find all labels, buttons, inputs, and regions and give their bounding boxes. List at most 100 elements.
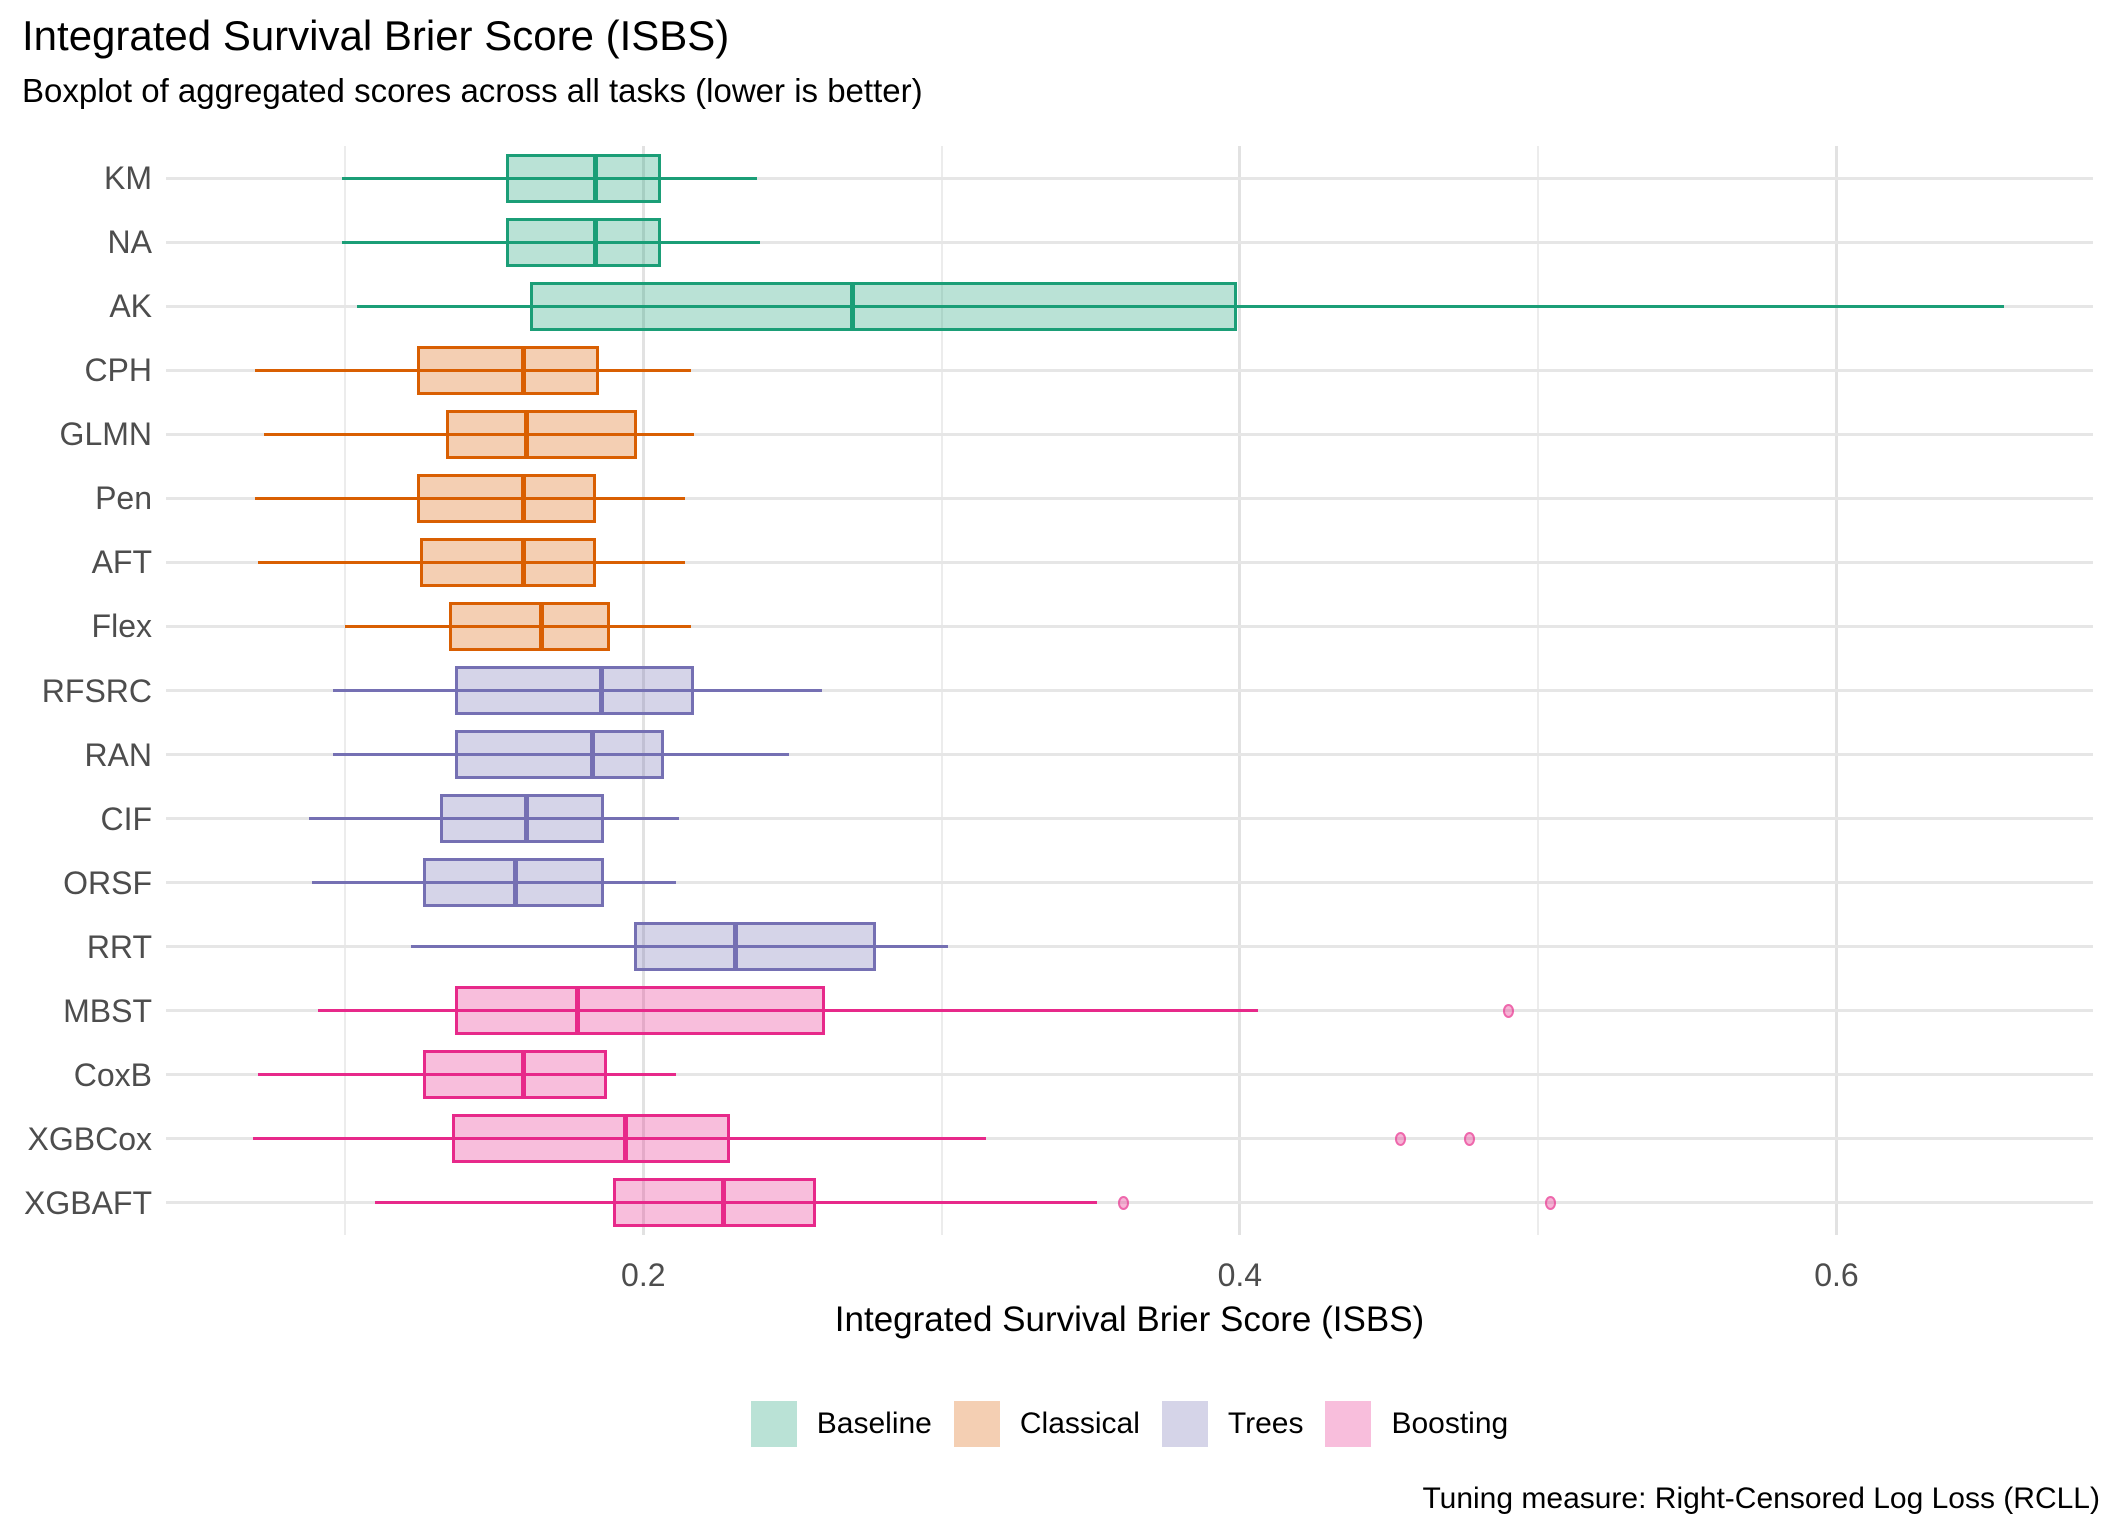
boxplot-box: [452, 1114, 730, 1164]
legend-swatch: [1161, 1401, 1208, 1447]
plot-title: Integrated Survival Brier Score (ISBS): [22, 12, 730, 59]
row-gridline: [166, 1201, 2093, 1205]
boxplot-whisker: [264, 432, 694, 436]
boxplot-box: [506, 217, 662, 267]
row-gridline: [166, 368, 2093, 372]
y-axis-label: RFSRC: [41, 672, 152, 709]
boxplot-box: [446, 409, 638, 459]
boxplot-whisker: [258, 560, 686, 564]
y-axis-label: RRT: [86, 928, 152, 965]
boxplot-whisker: [374, 1201, 1097, 1205]
boxplot-box: [422, 858, 605, 908]
boxplot-median: [590, 730, 596, 780]
row-gridline: [166, 1137, 2093, 1141]
boxplot-box: [416, 345, 599, 395]
row-gridline: [166, 1073, 2093, 1077]
y-axis-label: MBST: [63, 992, 152, 1029]
boxplot-outlier: [1118, 1195, 1130, 1210]
row-gridline: [166, 496, 2093, 500]
y-axis-label: Pen: [95, 480, 152, 517]
boxplot-outlier: [1395, 1131, 1407, 1146]
boxplot-whisker: [255, 368, 691, 372]
x-tick-label: 0.2: [621, 1257, 666, 1293]
boxplot-box: [455, 986, 826, 1036]
boxplot-box: [455, 730, 665, 780]
boxplot-median: [521, 537, 527, 587]
boxplot-whisker: [312, 881, 677, 885]
y-axis-label: CIF: [100, 800, 152, 837]
row-gridline: [166, 240, 2093, 244]
boxplot-whisker: [255, 496, 686, 500]
row-gridline: [166, 432, 2093, 436]
chart-panel: [166, 146, 2093, 1235]
row-gridline: [166, 176, 2093, 180]
y-axis-label: RAN: [84, 736, 152, 773]
boxplot-median: [524, 794, 530, 844]
row-gridline: [166, 817, 2093, 821]
boxplot-whisker: [318, 1009, 1258, 1013]
boxplot-outlier: [1544, 1195, 1556, 1210]
boxplot-box: [440, 794, 605, 844]
y-axis-label: GLMN: [59, 416, 152, 453]
boxplot-whisker: [344, 624, 691, 628]
boxplot-whisker: [309, 817, 680, 821]
boxplot-whisker: [410, 945, 948, 949]
legend-swatch: [750, 1401, 797, 1447]
boxplot-whisker: [258, 1073, 677, 1077]
boxplot-median: [521, 345, 527, 395]
x-tick-label: 0.4: [1217, 1257, 1263, 1293]
y-axis-label: XGBCox: [27, 1120, 152, 1157]
boxplot-box: [613, 1178, 817, 1228]
x-tick-label: 0.6: [1814, 1257, 1859, 1293]
legend-swatch: [953, 1401, 1000, 1447]
legend: Baseline Classical Trees Boosting: [166, 1400, 2093, 1448]
boxplot-median: [575, 986, 581, 1036]
legend-label: Trees: [1227, 1407, 1304, 1440]
legend-item: Baseline: [750, 1401, 932, 1447]
boxplot-box: [529, 281, 1237, 331]
y-axis-label: NA: [107, 224, 152, 261]
y-axis-label: AK: [109, 288, 152, 325]
boxplot-median: [622, 1114, 628, 1164]
row-gridline: [166, 689, 2093, 692]
boxplot-whisker: [341, 240, 760, 244]
plot-caption: Tuning measure: Right-Censored Log Loss …: [1422, 1482, 2100, 1515]
boxplot-box: [506, 153, 662, 203]
y-axis-label: Flex: [91, 608, 152, 645]
boxplot-median: [599, 666, 604, 715]
boxplot-median: [849, 281, 855, 331]
row-gridline: [166, 560, 2093, 564]
legend-label: Boosting: [1391, 1407, 1509, 1440]
boxplot-outlier: [1502, 1003, 1514, 1018]
boxplot-whisker: [341, 176, 757, 180]
boxplot-box: [634, 922, 876, 972]
legend-item: Classical: [953, 1401, 1140, 1447]
boxplot-median: [721, 1178, 727, 1228]
boxplot-box: [455, 666, 694, 715]
legend-item: Boosting: [1325, 1401, 1508, 1447]
y-axis-label: CoxB: [73, 1056, 152, 1093]
boxplot-median: [733, 922, 739, 972]
boxplot-whisker: [252, 1137, 987, 1141]
legend-label: Baseline: [816, 1407, 932, 1440]
y-axis-label: ORSF: [63, 864, 152, 901]
boxplot-median: [593, 217, 599, 267]
row-gridline: [166, 945, 2093, 949]
legend-swatch: [1325, 1401, 1372, 1447]
y-axis-label: CPH: [84, 352, 152, 389]
y-axis-label: KM: [104, 160, 152, 197]
y-axis: KM NA AK CPH GLMN Pen AFT Flex RFSRC RAN CIF ORSF RR…: [0, 146, 152, 1235]
x-axis-title: Integrated Survival Brier Score (ISBS): [834, 1300, 1425, 1339]
legend-label: Classical: [1019, 1407, 1140, 1440]
boxplot-median: [539, 601, 545, 651]
row-gridline: [166, 881, 2093, 885]
plot-subtitle: Boxplot of aggregated scores across all …: [22, 72, 923, 109]
boxplot-whisker: [333, 753, 790, 757]
boxplot-median: [593, 153, 599, 203]
legend-item: Trees: [1161, 1401, 1304, 1447]
boxplot-box: [416, 473, 596, 523]
boxplot-whisker: [356, 304, 2004, 308]
boxplot-box: [419, 537, 596, 587]
row-gridline: [166, 753, 2093, 757]
boxplot-median: [524, 409, 530, 459]
